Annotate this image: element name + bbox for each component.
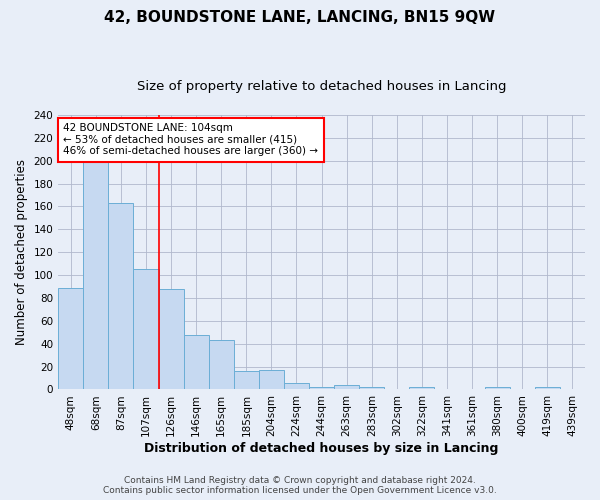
Bar — [133, 270, 158, 390]
Bar — [359, 387, 385, 390]
Bar — [234, 371, 259, 390]
Bar — [309, 387, 334, 390]
X-axis label: Distribution of detached houses by size in Lancing: Distribution of detached houses by size … — [145, 442, 499, 455]
Bar — [485, 387, 510, 390]
Bar — [334, 385, 359, 390]
Text: 42 BOUNDSTONE LANE: 104sqm
← 53% of detached houses are smaller (415)
46% of sem: 42 BOUNDSTONE LANE: 104sqm ← 53% of deta… — [64, 123, 319, 156]
Text: 42, BOUNDSTONE LANE, LANCING, BN15 9QW: 42, BOUNDSTONE LANE, LANCING, BN15 9QW — [104, 10, 496, 25]
Bar — [284, 382, 309, 390]
Bar — [409, 387, 434, 390]
Bar — [58, 288, 83, 390]
Bar — [184, 334, 209, 390]
Bar — [158, 289, 184, 390]
Text: Contains HM Land Registry data © Crown copyright and database right 2024.
Contai: Contains HM Land Registry data © Crown c… — [103, 476, 497, 495]
Bar — [109, 203, 133, 390]
Y-axis label: Number of detached properties: Number of detached properties — [15, 159, 28, 345]
Bar — [535, 387, 560, 390]
Bar — [83, 160, 109, 390]
Bar — [259, 370, 284, 390]
Bar — [209, 340, 234, 390]
Title: Size of property relative to detached houses in Lancing: Size of property relative to detached ho… — [137, 80, 506, 93]
